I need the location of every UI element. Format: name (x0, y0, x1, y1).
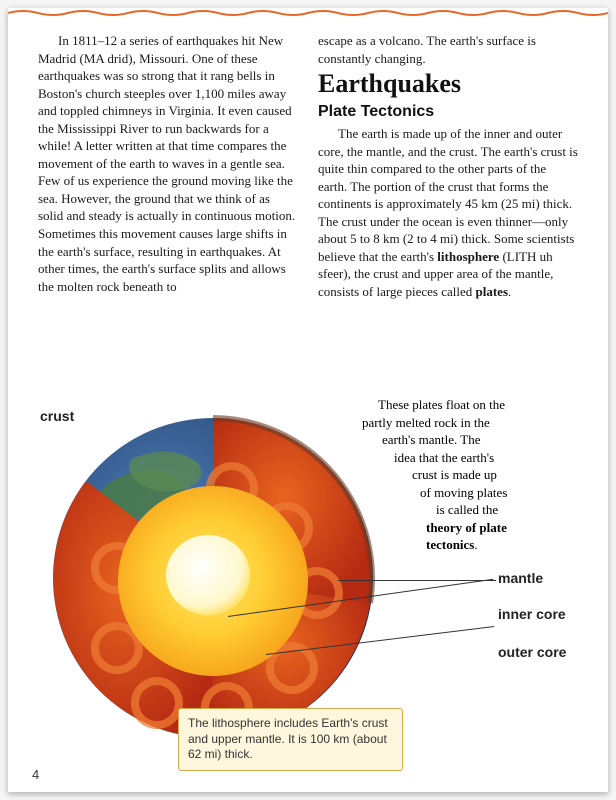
body-a: The earth is made up of the inner and ou… (318, 126, 578, 264)
intro-paragraph: In 1811–12 a series of earthquakes hit N… (38, 32, 298, 295)
plate-tectonics-paragraph: The earth is made up of the inner and ou… (318, 125, 578, 300)
column-right: escape as a volcano. The earth's surface… (318, 32, 578, 301)
label-inner-core: inner core (498, 606, 566, 622)
term-lithosphere: lithosphere (437, 249, 499, 264)
earth-cutaway-diagram (38, 403, 383, 743)
page: In 1811–12 a series of earthquakes hit N… (8, 8, 608, 792)
label-mantle: mantle (498, 570, 543, 586)
label-outer-core: outer core (498, 644, 566, 660)
label-crust: crust (40, 408, 74, 424)
text-columns: In 1811–12 a series of earthquakes hit N… (38, 32, 578, 301)
continuation-text: escape as a volcano. The earth's surface… (318, 32, 578, 67)
lithosphere-note: The lithosphere includes Earth's crust a… (178, 708, 403, 771)
heading-earthquakes: Earthquakes (318, 69, 578, 99)
term-theory-line2: tectonics (426, 537, 474, 552)
term-plates: plates (476, 284, 509, 299)
subheading-plate-tectonics: Plate Tectonics (318, 103, 578, 121)
top-squiggle (8, 8, 608, 18)
column-left: In 1811–12 a series of earthquakes hit N… (38, 32, 298, 301)
page-number: 4 (32, 767, 39, 782)
